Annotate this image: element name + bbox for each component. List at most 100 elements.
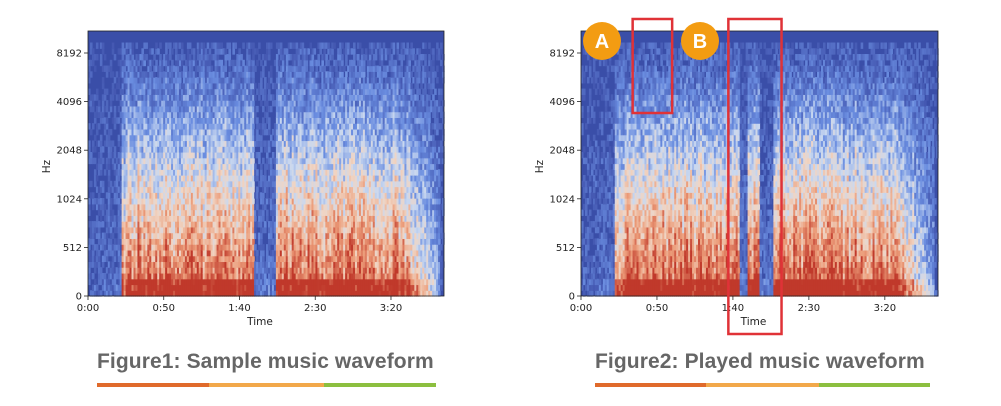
spectrogram-cell (196, 169, 200, 176)
spectrogram-cell (297, 272, 301, 280)
spectrogram-cell (319, 209, 322, 216)
spectrogram-cell (145, 105, 148, 113)
spectrogram-cell (182, 123, 186, 130)
spectrogram-cell (149, 180, 152, 188)
spectrogram-cell (236, 88, 239, 95)
spectrogram-cell (275, 244, 279, 251)
spectrogram-cell (125, 71, 129, 78)
spectrogram-cell (137, 261, 141, 268)
spectrogram-cell (232, 221, 235, 228)
spectrogram-cell (277, 198, 281, 205)
spectrogram-cell (252, 88, 255, 95)
spectrogram-cell (169, 77, 172, 84)
spectrogram-cell (329, 100, 332, 107)
spectrogram-cell (305, 128, 309, 136)
spectrogram-cell (186, 100, 190, 107)
spectrogram-cell (281, 261, 285, 268)
spectrogram-cell (335, 221, 338, 228)
spectrogram-cell (291, 54, 295, 61)
spectrogram-cell (325, 54, 328, 61)
spectrogram-cell (275, 134, 279, 142)
spectrogram-cell (321, 65, 324, 72)
spectrogram-cell (159, 151, 162, 159)
spectrogram-cell (165, 82, 168, 90)
spectrogram-cell (133, 192, 137, 199)
spectrogram-cell (309, 284, 313, 291)
spectrogram-cell (131, 238, 135, 245)
spectrogram-cell (190, 186, 194, 193)
spectrogram-cell (244, 209, 247, 216)
spectrogram-cell (153, 71, 156, 78)
spectrogram-cell (204, 175, 208, 182)
spectrogram-cell (295, 163, 299, 170)
spectrogram-cell (220, 284, 224, 291)
spectrogram-cell (202, 65, 206, 72)
spectrogram-cell (319, 140, 322, 147)
spectrogram-cell (226, 244, 230, 251)
spectrogram-cell (317, 100, 320, 107)
spectrogram-cell (250, 255, 253, 263)
spectrogram-cell (317, 215, 320, 222)
spectrogram-cell (117, 134, 121, 142)
spectrogram-cell (155, 226, 158, 234)
spectrogram-cell (226, 249, 230, 257)
spectrogram-cell (305, 157, 309, 165)
spectrogram-cell (285, 71, 289, 78)
spectrogram-cell (182, 198, 186, 205)
spectrogram-cell (285, 151, 289, 159)
spectrogram-cell (323, 267, 326, 274)
spectrogram-cell (250, 123, 253, 130)
spectrogram-cell (88, 180, 91, 188)
spectrogram-cell (206, 94, 210, 101)
spectrogram-cell (335, 192, 338, 199)
spectrogram-cell (291, 249, 295, 257)
spectrogram-cell (159, 203, 162, 211)
spectrogram-cell (133, 71, 137, 78)
spectrogram-cell (264, 88, 267, 95)
spectrogram-cell (266, 186, 269, 193)
spectrogram-cell (184, 117, 188, 124)
spectrogram-cell (271, 94, 275, 101)
spectrogram-cell (208, 169, 212, 176)
spectrogram-cell (339, 100, 342, 107)
spectrogram-cell (141, 151, 144, 159)
spectrogram-cell (222, 134, 226, 142)
spectrogram-cell (167, 255, 170, 263)
spectrogram-cell (266, 209, 269, 216)
spectrogram-cell (307, 151, 311, 159)
spectrogram-cell (339, 267, 342, 274)
spectrogram-cell (313, 88, 317, 95)
spectrogram-cell (299, 192, 303, 199)
spectrogram-cell (216, 105, 220, 113)
spectrogram-cell (331, 77, 334, 84)
spectrogram-cell (291, 151, 295, 159)
spectrogram-cell (177, 284, 180, 291)
spectrogram-cell (228, 244, 231, 251)
spectrogram-cell (180, 209, 184, 216)
spectrogram-cell (281, 100, 285, 107)
spectrogram-cell (173, 140, 176, 147)
spectrogram-cell (190, 59, 194, 67)
spectrogram-cell (301, 105, 305, 113)
spectrogram-cell (139, 209, 142, 216)
spectrogram-cell (105, 117, 109, 124)
spectrogram-cell (234, 284, 237, 291)
spectrogram-cell (186, 272, 190, 280)
spectrogram-cell (101, 111, 105, 119)
spectrogram-cell (111, 42, 115, 49)
spectrogram-cell (214, 134, 218, 142)
spectrogram-cell (252, 278, 255, 286)
spectrogram-cell (232, 42, 235, 49)
spectrogram-cell (281, 272, 285, 280)
spectrogram-cell (89, 255, 93, 263)
spectrogram-cell (220, 71, 224, 78)
spectrogram-cell (210, 186, 214, 193)
spectrogram-cell (99, 169, 103, 176)
spectrogram-cell (125, 140, 129, 147)
spectrogram-cell (145, 163, 148, 170)
spectrogram-cell (299, 42, 303, 49)
spectrogram-cell (301, 238, 305, 245)
spectrogram-cell (242, 88, 245, 95)
spectrogram-cell (177, 272, 180, 280)
spectrogram-cell (200, 88, 204, 95)
